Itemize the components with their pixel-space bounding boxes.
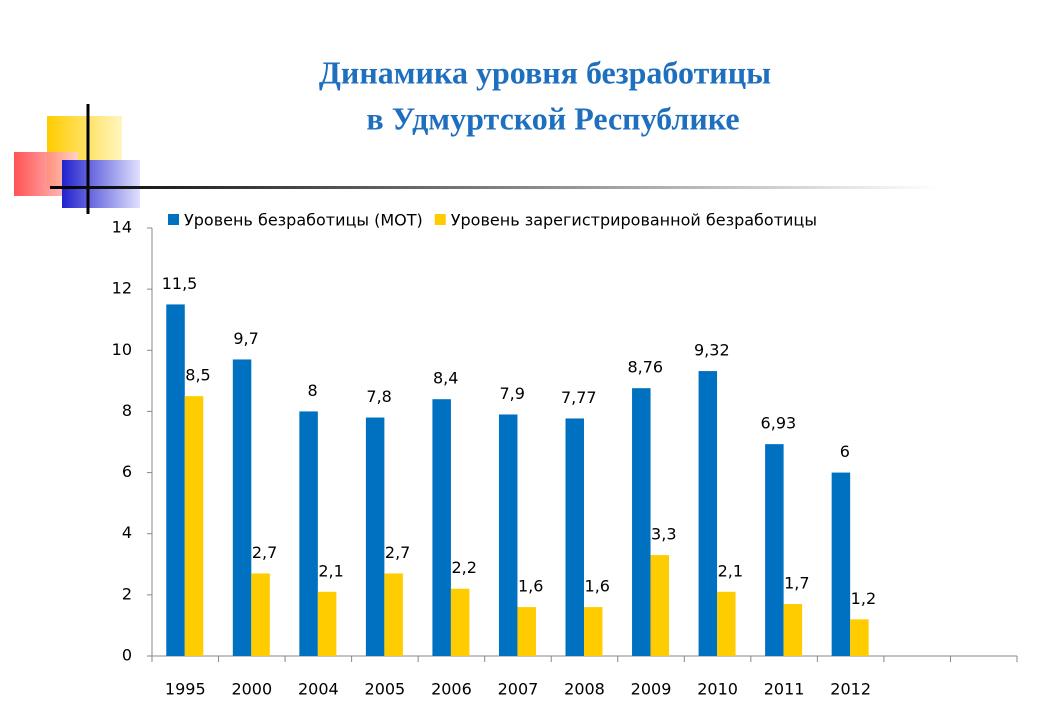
bar: [450, 588, 470, 656]
value-label: 1,2: [851, 589, 876, 608]
value-label: 9,32: [694, 341, 730, 360]
value-label: 6,93: [761, 414, 797, 433]
legend-label: Уровень зарегистрированной безработицы: [451, 211, 817, 230]
legend-swatch: [168, 214, 179, 225]
bar: [831, 472, 851, 656]
bar: [384, 573, 403, 656]
value-label: 1,6: [518, 577, 543, 596]
value-label: 8,5: [185, 366, 210, 385]
x-tick-label: 2011: [764, 680, 805, 699]
legend-label: Уровень безработицы (МОТ): [184, 211, 423, 230]
value-label: 2,1: [318, 561, 343, 580]
bar: [650, 555, 670, 656]
bar: [698, 371, 718, 656]
x-tick-label: 1995: [165, 680, 206, 699]
bar: [166, 304, 185, 656]
x-tick-label: 2012: [830, 680, 871, 699]
value-label: 2,2: [451, 558, 476, 577]
value-label: 1,6: [585, 577, 610, 596]
y-tick-label: 2: [122, 584, 132, 603]
value-label: 9,7: [233, 329, 258, 348]
value-label: 1,7: [784, 574, 809, 593]
bar: [498, 414, 518, 656]
value-label: 8,4: [433, 369, 458, 388]
bar: [850, 619, 869, 656]
x-tick-label: 2010: [697, 680, 738, 699]
x-tick-label: 2009: [631, 680, 672, 699]
bar: [432, 399, 451, 656]
value-label: 7,9: [499, 384, 524, 403]
value-label: 8: [308, 381, 318, 400]
value-label: 7,8: [366, 387, 391, 406]
value-label: 2,7: [252, 543, 277, 562]
value-label: 3,3: [651, 525, 676, 544]
value-label: 2,7: [385, 543, 410, 562]
value-label: 6: [840, 442, 850, 461]
value-label: 11,5: [162, 274, 198, 293]
y-tick-label: 8: [122, 401, 132, 420]
x-tick-label: 2006: [431, 680, 472, 699]
bar: [783, 604, 803, 656]
decoration: [14, 104, 940, 214]
y-tick-label: 4: [122, 523, 132, 542]
bar: [317, 591, 337, 656]
bar: [584, 607, 603, 656]
bar: [232, 359, 252, 656]
bar: [565, 418, 584, 656]
y-tick-label: 10: [112, 340, 132, 359]
y-tick-label: 6: [122, 462, 132, 481]
x-tick-label: 2004: [298, 680, 339, 699]
x-tick-label: 2007: [498, 680, 539, 699]
bar: [717, 591, 736, 656]
bar: [299, 411, 318, 656]
legend-swatch: [434, 214, 446, 225]
y-tick-label: 14: [112, 218, 132, 237]
x-tick-label: 2000: [231, 680, 272, 699]
value-label: 8,76: [627, 358, 663, 377]
bar: [765, 444, 784, 656]
value-label: 2,1: [718, 561, 743, 580]
bar: [632, 388, 651, 656]
chart-title: Динамика уровня безработицы: [319, 54, 771, 90]
y-tick-label: 0: [122, 646, 132, 665]
y-tick-label: 12: [112, 279, 132, 298]
bar: [517, 607, 536, 656]
bar: [184, 396, 204, 656]
x-tick-label: 2005: [365, 680, 406, 699]
chart-title: в Удмуртской Республике: [366, 100, 739, 136]
bar: [251, 573, 270, 656]
bar: [365, 417, 385, 656]
value-label: 7,77: [561, 388, 597, 407]
x-tick-label: 2008: [564, 680, 605, 699]
